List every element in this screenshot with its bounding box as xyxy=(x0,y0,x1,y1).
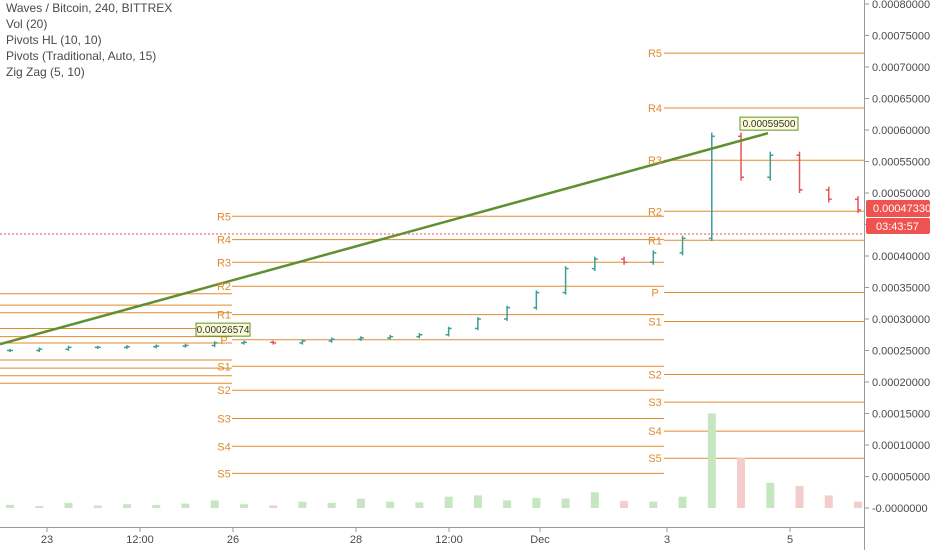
volume-bar xyxy=(590,492,599,508)
volume-bar xyxy=(239,504,248,508)
pivot-label-s5: S5 xyxy=(648,453,661,465)
price-tick-label: 0.00050000 xyxy=(872,188,930,200)
volume-bar xyxy=(707,413,716,508)
price-tick-label: 0.00015000 xyxy=(872,409,930,421)
pivot-label-p: P xyxy=(651,288,658,300)
bar-countdown: 03:43:57 xyxy=(876,221,919,233)
pivot-label-p: P xyxy=(220,335,227,347)
volume-bar xyxy=(503,500,512,508)
price-tick-label: 0.00060000 xyxy=(872,125,930,137)
time-tick-label: Dec xyxy=(530,534,550,546)
volume-bar xyxy=(473,495,482,508)
volume-bar xyxy=(298,501,307,508)
volume-bar xyxy=(210,500,219,508)
pivot-label-s5: S5 xyxy=(217,468,230,480)
time-tick-label: 12:00 xyxy=(435,534,463,546)
volume-bar xyxy=(532,497,541,508)
price-axis[interactable]: 0.00080000 0.00075000 0.00070000 0.00065000… xyxy=(864,0,930,515)
chart-legend: Waves / Bitcoin, 240, BITTREX Vol (20) P… xyxy=(6,0,172,80)
pivot-label-r1: R1 xyxy=(217,310,231,322)
time-axis[interactable]: 23 12:00 26 28 12:00 Dec 3 5 xyxy=(41,527,793,546)
indicator-volume[interactable]: Vol (20) xyxy=(6,17,48,31)
volume-bar xyxy=(269,505,278,508)
price-tick-label: 0.00025000 xyxy=(872,346,930,358)
price-tick-label: 0.00055000 xyxy=(872,157,930,169)
volume-bar xyxy=(620,501,629,508)
volume-bar xyxy=(824,495,833,508)
time-tick-label: 3 xyxy=(664,534,670,546)
pivot-label-s3: S3 xyxy=(217,414,230,426)
pivot-label-r4: R4 xyxy=(648,103,662,115)
pivot-labels: R5 R4 R3 R2 R1 P S1 S2 S3 S4 S5 R5 R4 R3 R2 R1 P S1 S2 S3 S4… xyxy=(217,48,662,480)
pivot-hl-labels: 0.00059500 0.00026574 xyxy=(195,116,799,337)
volume-bar xyxy=(35,506,44,508)
pivot-label-r5: R5 xyxy=(648,48,662,60)
volume-bar xyxy=(356,498,365,508)
price-tick-label: 0.00065000 xyxy=(872,94,930,106)
pivot-label-r3: R3 xyxy=(217,257,231,269)
pivot-high-label-box xyxy=(739,116,799,131)
price-tick-label: 0.00035000 xyxy=(872,283,930,295)
price-tick-label: 0.00075000 xyxy=(872,31,930,43)
volume-bar xyxy=(444,496,453,508)
indicator-zigzag[interactable]: Zig Zag (5, 10) xyxy=(6,65,85,79)
volume-bars xyxy=(6,413,862,508)
time-tick-label: 26 xyxy=(227,534,239,546)
pivot-label-s2: S2 xyxy=(648,369,661,381)
pivot-label-s1: S1 xyxy=(217,361,230,373)
pivot-label-s1: S1 xyxy=(648,317,661,329)
volume-bar xyxy=(93,505,102,508)
price-tick-label: 0.00080000 xyxy=(872,0,930,11)
indicator-pivots-traditional[interactable]: Pivots (Traditional, Auto, 15) xyxy=(6,49,157,63)
volume-bar xyxy=(6,504,14,508)
pivot-label-s3: S3 xyxy=(648,397,661,409)
pivot-low-label: 0.00026574 xyxy=(197,325,250,336)
price-tick-label: 0.00040000 xyxy=(872,251,930,263)
zigzag-line xyxy=(0,131,769,346)
volume-bar xyxy=(386,501,395,508)
pivot-low-label-box xyxy=(195,322,251,337)
price-tick-label: 0.00010000 xyxy=(872,440,930,452)
indicator-pivots-hl[interactable]: Pivots HL (10, 10) xyxy=(6,33,102,47)
pivot-lines xyxy=(0,52,864,474)
pivot-label-r2: R2 xyxy=(648,206,662,218)
volume-bar xyxy=(766,482,775,508)
pivot-label-s4: S4 xyxy=(217,441,230,453)
pivot-high-label: 0.00059500 xyxy=(743,119,796,130)
pivot-label-r3: R3 xyxy=(648,155,662,167)
price-tick-label: 0.00005000 xyxy=(872,472,930,484)
volume-bar xyxy=(415,502,424,508)
pivot-label-s4: S4 xyxy=(648,426,661,438)
time-tick-label: 12:00 xyxy=(126,534,154,546)
time-tick-label: 23 xyxy=(41,534,53,546)
pivot-label-r5: R5 xyxy=(217,211,231,223)
volume-bar xyxy=(152,504,161,508)
time-tick-label: 5 xyxy=(787,534,793,546)
price-tick-label: 0.00070000 xyxy=(872,62,930,74)
volume-bar xyxy=(795,485,804,508)
volume-bar xyxy=(64,502,73,508)
volume-bar xyxy=(327,502,336,508)
current-price-value: 0.00047330 xyxy=(873,203,931,215)
price-tick-label: 0.00030000 xyxy=(872,314,930,326)
volume-bar xyxy=(561,498,570,508)
volume-bar xyxy=(122,504,131,508)
volume-bar xyxy=(181,503,190,508)
volume-bar xyxy=(854,501,862,508)
pivot-label-r4: R4 xyxy=(217,235,231,247)
pivot-label-s2: S2 xyxy=(217,385,230,397)
price-candles xyxy=(7,132,861,353)
volume-bar xyxy=(737,457,746,508)
pivot-label-r1: R1 xyxy=(648,235,662,247)
pivot-label-r2: R2 xyxy=(217,281,231,293)
price-tick-label: 0.00020000 xyxy=(872,377,930,389)
current-price-tag: 0.00047330 03:43:57 xyxy=(866,200,931,234)
volume-bar xyxy=(678,496,687,508)
volume-bar xyxy=(649,501,658,508)
symbol-title[interactable]: Waves / Bitcoin, 240, BITTREX xyxy=(6,1,173,15)
price-tick-label: -0.0000000 xyxy=(872,503,928,515)
zigzag-segment xyxy=(0,131,769,346)
time-tick-label: 28 xyxy=(350,534,362,546)
